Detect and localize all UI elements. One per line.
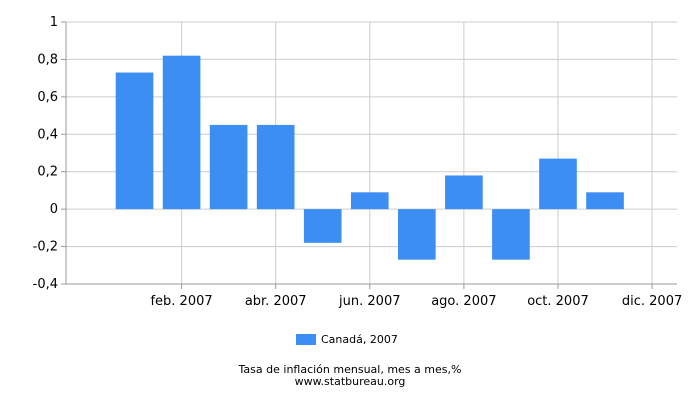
bar [492, 209, 530, 260]
bar [162, 55, 201, 210]
x-tick-label: dic. 2007 [622, 294, 682, 309]
bar [209, 124, 248, 210]
source-url: www.statbureau.org [294, 375, 406, 388]
legend: Canadá, 2007 [296, 333, 398, 346]
x-tick-label: abr. 2007 [245, 294, 307, 309]
legend-label: Canadá, 2007 [321, 333, 398, 346]
bar [256, 124, 295, 210]
y-tick-label: 0 [50, 202, 58, 217]
y-tick-label: 1 [50, 15, 58, 30]
x-tick-label: oct. 2007 [527, 294, 589, 309]
bar [398, 209, 436, 260]
bar [303, 209, 342, 243]
bar [350, 192, 389, 210]
bar [115, 72, 154, 210]
y-tick-label: 0,4 [37, 127, 58, 142]
y-tick-label: 0,2 [37, 165, 58, 180]
x-tick-label: ago. 2007 [431, 294, 496, 309]
y-tick-label: -0,4 [33, 277, 58, 292]
bar [586, 192, 624, 210]
x-tick-label: jun. 2007 [338, 294, 400, 309]
legend-swatch [296, 334, 316, 345]
bar [445, 175, 483, 210]
x-tick-label: feb. 2007 [150, 294, 212, 309]
y-tick-label: 0,8 [37, 52, 58, 67]
bar [539, 158, 577, 210]
y-tick-label: 0,6 [37, 90, 58, 105]
y-tick-label: -0,2 [33, 240, 58, 255]
chart-caption: Tasa de inflación mensual, mes a mes,% [238, 363, 462, 376]
